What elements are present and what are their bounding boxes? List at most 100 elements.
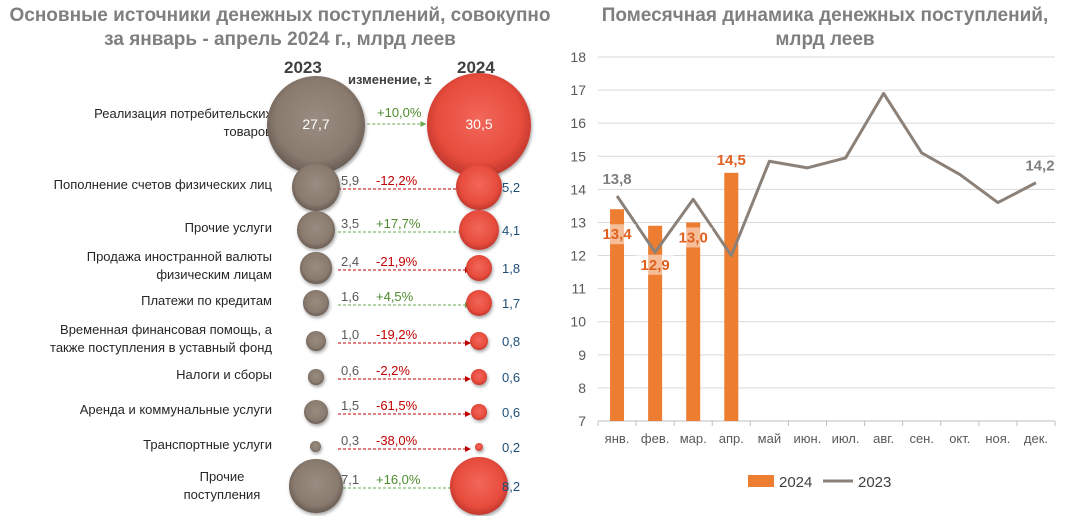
value-2023: 3,5 xyxy=(341,216,360,231)
bar-label-bg xyxy=(598,224,637,245)
bar-data-label: 14,5 xyxy=(717,152,746,169)
change-label: -2,2% xyxy=(376,363,410,378)
x-tick-label: июл. xyxy=(832,431,860,446)
category-label: Пополнение счетов физических лиц xyxy=(53,177,272,192)
y-tick-label: 15 xyxy=(570,148,586,164)
value-2024: 1,7 xyxy=(502,296,521,311)
x-tick-label: сен. xyxy=(909,431,934,446)
y-tick-label: 10 xyxy=(570,314,586,330)
bubble-2024 xyxy=(427,73,531,177)
change-label: -38,0% xyxy=(376,433,418,448)
bubble-2024 xyxy=(465,254,493,282)
bubble-2023 xyxy=(297,211,335,249)
bubble-2023 xyxy=(300,252,332,284)
x-tick-label: янв. xyxy=(605,431,630,446)
value-2024: 30,5 xyxy=(465,116,493,132)
category-label: Временная финансовая помощь, а также пост… xyxy=(50,322,272,355)
bar-2024 xyxy=(686,222,701,421)
x-tick-label: апр. xyxy=(719,431,744,446)
value-2024: 0,2 xyxy=(502,440,521,455)
change-header: изменение, ± xyxy=(348,72,432,87)
x-tick-label: фев. xyxy=(641,431,669,446)
year-2024-header: 2024 xyxy=(457,58,495,77)
value-2023: 27,7 xyxy=(302,116,330,132)
bar-data-label: 13,4 xyxy=(602,226,632,243)
bar-label-bg xyxy=(674,227,713,248)
x-tick-label: окт. xyxy=(949,431,970,446)
bar-label-bg xyxy=(636,254,675,275)
bubble-2024 xyxy=(456,164,502,210)
change-label: +10,0% xyxy=(377,105,422,120)
y-tick-label: 16 xyxy=(570,115,586,131)
bubble-2023 xyxy=(291,162,341,212)
x-tick-label: дек. xyxy=(1024,431,1048,446)
y-tick-label: 13 xyxy=(570,214,586,230)
line-data-label-first: 13,8 xyxy=(602,171,631,188)
bar-2024 xyxy=(724,172,739,421)
category-label: Прочие услуги xyxy=(184,220,272,235)
value-2024: 0,8 xyxy=(502,334,521,349)
y-tick-label: 7 xyxy=(578,413,586,429)
value-2024: 5,2 xyxy=(502,180,521,195)
y-tick-label: 18 xyxy=(570,49,586,65)
x-tick-label: июн. xyxy=(794,431,822,446)
category-label: Транспортные услуги xyxy=(143,437,272,452)
y-tick-label: 11 xyxy=(571,281,586,297)
bubble-2023 xyxy=(308,369,324,385)
value-2024: 1,8 xyxy=(502,261,521,276)
value-2024: 0,6 xyxy=(502,370,521,385)
value-2023: 5,9 xyxy=(341,173,360,188)
bar-data-label: 13,0 xyxy=(679,229,708,246)
bubble-2023 xyxy=(266,75,366,175)
line-2023 xyxy=(615,91,1037,258)
bubble-2023 xyxy=(303,399,329,425)
y-tick-label: 12 xyxy=(570,248,586,264)
value-2023: 0,6 xyxy=(341,363,360,378)
change-label: +17,7% xyxy=(376,216,421,231)
y-tick-label: 17 xyxy=(570,82,586,98)
category-label: Прочие поступления xyxy=(183,469,261,502)
legend-swatch-2024 xyxy=(748,475,774,487)
value-2023: 1,0 xyxy=(341,327,360,342)
value-2023: 7,1 xyxy=(341,472,360,487)
bubble-2024 xyxy=(471,404,487,420)
bar-data-label: 12,9 xyxy=(641,257,670,274)
category-label: Платежи по кредитам xyxy=(141,293,272,308)
bubble-2024 xyxy=(465,289,493,317)
value-2023: 2,4 xyxy=(341,254,360,269)
change-label: +16,0% xyxy=(376,472,421,487)
change-label: -61,5% xyxy=(376,398,418,413)
change-label: -19,2% xyxy=(376,327,418,342)
value-2024: 4,1 xyxy=(502,223,521,238)
year-2023-header: 2023 xyxy=(284,58,322,77)
y-tick-label: 14 xyxy=(570,181,586,197)
value-2023: 0,3 xyxy=(341,433,360,448)
x-tick-label: ноя. xyxy=(985,431,1010,446)
value-2024: 8,2 xyxy=(502,479,521,494)
bubble-2024 xyxy=(471,369,487,385)
category-label: Продажа иностранной валюты физическим лиц… xyxy=(86,249,272,282)
bubble-2024 xyxy=(474,442,484,452)
category-label: Реализация потребительских товаров xyxy=(94,106,272,139)
value-2023: 1,5 xyxy=(341,398,360,413)
change-label: -12,2% xyxy=(376,173,418,188)
category-label: Аренда и коммунальные услуги xyxy=(79,402,272,417)
line-data-label-last: 14,2 xyxy=(1025,158,1054,175)
legend-label-2024: 2024 xyxy=(779,474,812,491)
x-tick-label: авг. xyxy=(873,431,894,446)
bubble-2024 xyxy=(470,332,488,350)
left-chart-title: Основные источники денежных поступлений,… xyxy=(9,5,551,50)
legend-label-2023: 2023 xyxy=(858,474,891,491)
change-label: +4,5% xyxy=(376,289,414,304)
bubble-2024 xyxy=(450,457,508,515)
bubble-2023 xyxy=(303,290,329,316)
x-tick-label: мар. xyxy=(680,431,707,446)
value-2023: 1,6 xyxy=(341,289,360,304)
bubble-2024 xyxy=(458,209,500,251)
bubble-2023 xyxy=(305,330,327,352)
y-tick-label: 8 xyxy=(578,380,586,396)
y-tick-label: 9 xyxy=(578,347,586,363)
bubble-2023 xyxy=(310,441,322,453)
